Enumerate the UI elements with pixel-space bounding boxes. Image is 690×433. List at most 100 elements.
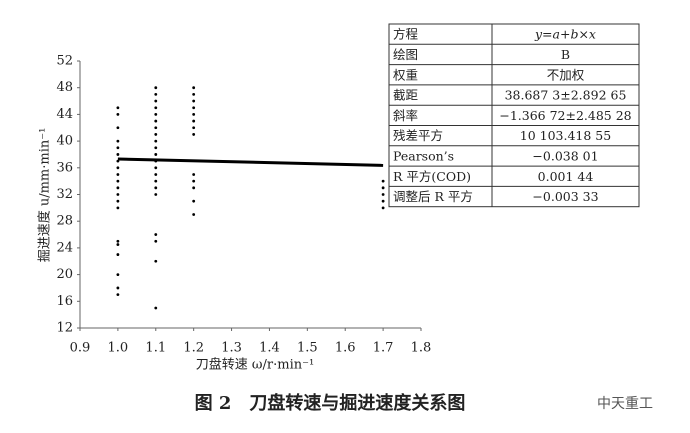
x-tick-label: 1.5 <box>297 341 318 356</box>
scatter-point <box>116 253 120 256</box>
y-tick-label: 40 <box>56 134 73 149</box>
scatter-point <box>154 146 158 150</box>
scatter-point <box>154 259 158 263</box>
table-key: 绘图 <box>393 47 418 62</box>
scatter-point <box>154 179 158 183</box>
scatter-point <box>116 173 120 176</box>
scatter-point <box>116 199 120 203</box>
scatter-point <box>116 113 120 116</box>
scatter-point <box>154 106 158 110</box>
scatter-point <box>154 86 158 90</box>
table-key: 权重 <box>393 67 418 82</box>
scatter-point <box>116 273 120 276</box>
y-tick-label: 28 <box>56 214 73 229</box>
scatter-point <box>192 106 196 110</box>
x-tick-label: 1.8 <box>411 341 432 356</box>
scatter-point <box>116 126 120 130</box>
scatter-point <box>154 186 158 190</box>
table-key: 方程 <box>393 27 419 42</box>
scatter-point <box>381 179 385 183</box>
y-tick-label: 24 <box>56 240 73 255</box>
x-tick-label: 1.6 <box>335 341 356 356</box>
scatter-point <box>116 286 120 290</box>
y-tick-label: 20 <box>56 267 73 282</box>
y-tick-label: 12 <box>56 321 73 336</box>
table-key: 调整后 R 平方 <box>393 189 473 204</box>
scatter-point <box>154 113 158 116</box>
table-value: B <box>561 47 570 62</box>
table-value: −0.003 33 <box>532 189 598 204</box>
scatter-point <box>192 179 196 183</box>
scatter-point <box>116 293 120 297</box>
scatter-point <box>154 119 158 123</box>
table-key: 残差平方 <box>393 128 443 143</box>
scatter-point <box>154 133 158 136</box>
scatter-point <box>192 86 196 90</box>
scatter-point <box>116 186 120 190</box>
scatter-point <box>116 146 120 150</box>
table-key: 截距 <box>393 88 418 103</box>
scatter-point <box>192 213 196 216</box>
scatter-point <box>192 99 196 103</box>
watermark: 中天重工 <box>597 396 653 412</box>
scatter-point <box>154 153 158 156</box>
x-tick-label: 1.4 <box>259 341 280 356</box>
x-label: 刀盘转速 ω/r·min⁻¹ <box>196 357 314 373</box>
x-tick-label: 1.1 <box>145 341 166 356</box>
scatter-point <box>116 166 120 170</box>
scatter-point <box>381 206 385 210</box>
x-tick-label: 0.9 <box>70 341 91 356</box>
y-tick-label: 48 <box>56 80 73 95</box>
y-tick-label: 16 <box>56 294 73 309</box>
scatter-point <box>116 179 120 183</box>
x-tick-label: 1.2 <box>183 341 204 356</box>
scatter-point <box>192 199 196 203</box>
fit-line <box>117 157 384 167</box>
table-value: −1.366 72±2.485 28 <box>499 108 631 123</box>
scatter-point <box>154 233 158 236</box>
table-value: 不加权 <box>547 67 585 82</box>
scatter-point <box>154 92 158 96</box>
scatter-point <box>154 126 158 130</box>
scatter-point <box>192 113 196 116</box>
scatter-point <box>116 139 120 143</box>
y-tick-label: 44 <box>56 107 73 122</box>
y-tick-label: 52 <box>56 54 73 69</box>
scatter-point <box>192 119 196 123</box>
x-tick-label: 1.0 <box>108 341 129 356</box>
scatter-point <box>116 206 120 210</box>
y-label: 掘进速度 u/mm·min⁻¹ <box>37 128 53 263</box>
scatter-point <box>381 199 385 203</box>
scatter-point <box>116 193 120 196</box>
table-value: 38.687 3±2.892 65 <box>505 88 627 103</box>
table-value: 0.001 44 <box>538 169 594 184</box>
y-tick-label: 32 <box>56 187 73 202</box>
scatter-point <box>381 186 385 190</box>
scatter-point <box>154 99 158 103</box>
scatter-point <box>154 193 158 196</box>
table-value: 10 103.418 55 <box>520 128 611 143</box>
table-value: −0.038 01 <box>532 148 598 163</box>
scatter-point <box>154 166 158 170</box>
scatter-point <box>116 106 120 110</box>
table-key: Pearson’s <box>393 148 454 163</box>
scatter-point <box>192 92 196 96</box>
chart-title: 图 2 刀盘转速与掘进速度关系图 <box>195 392 466 414</box>
x-tick-label: 1.3 <box>221 341 242 356</box>
scatter-point <box>154 306 158 310</box>
table-key: R 平方(COD) <box>393 169 471 184</box>
scatter-point <box>154 173 158 176</box>
table-value: y=a+b×x <box>534 27 596 42</box>
scatter-point <box>192 173 196 176</box>
table-frame <box>388 23 640 208</box>
y-tick-label: 36 <box>56 160 73 175</box>
scatter-point <box>154 239 158 243</box>
x-tick-label: 1.7 <box>373 341 394 356</box>
scatter-point <box>154 139 158 143</box>
scatter-point <box>192 133 196 136</box>
scatter-point <box>192 186 196 190</box>
table-key: 斜率 <box>393 108 418 123</box>
scatter-point <box>116 153 120 156</box>
scatter-point <box>116 243 120 246</box>
